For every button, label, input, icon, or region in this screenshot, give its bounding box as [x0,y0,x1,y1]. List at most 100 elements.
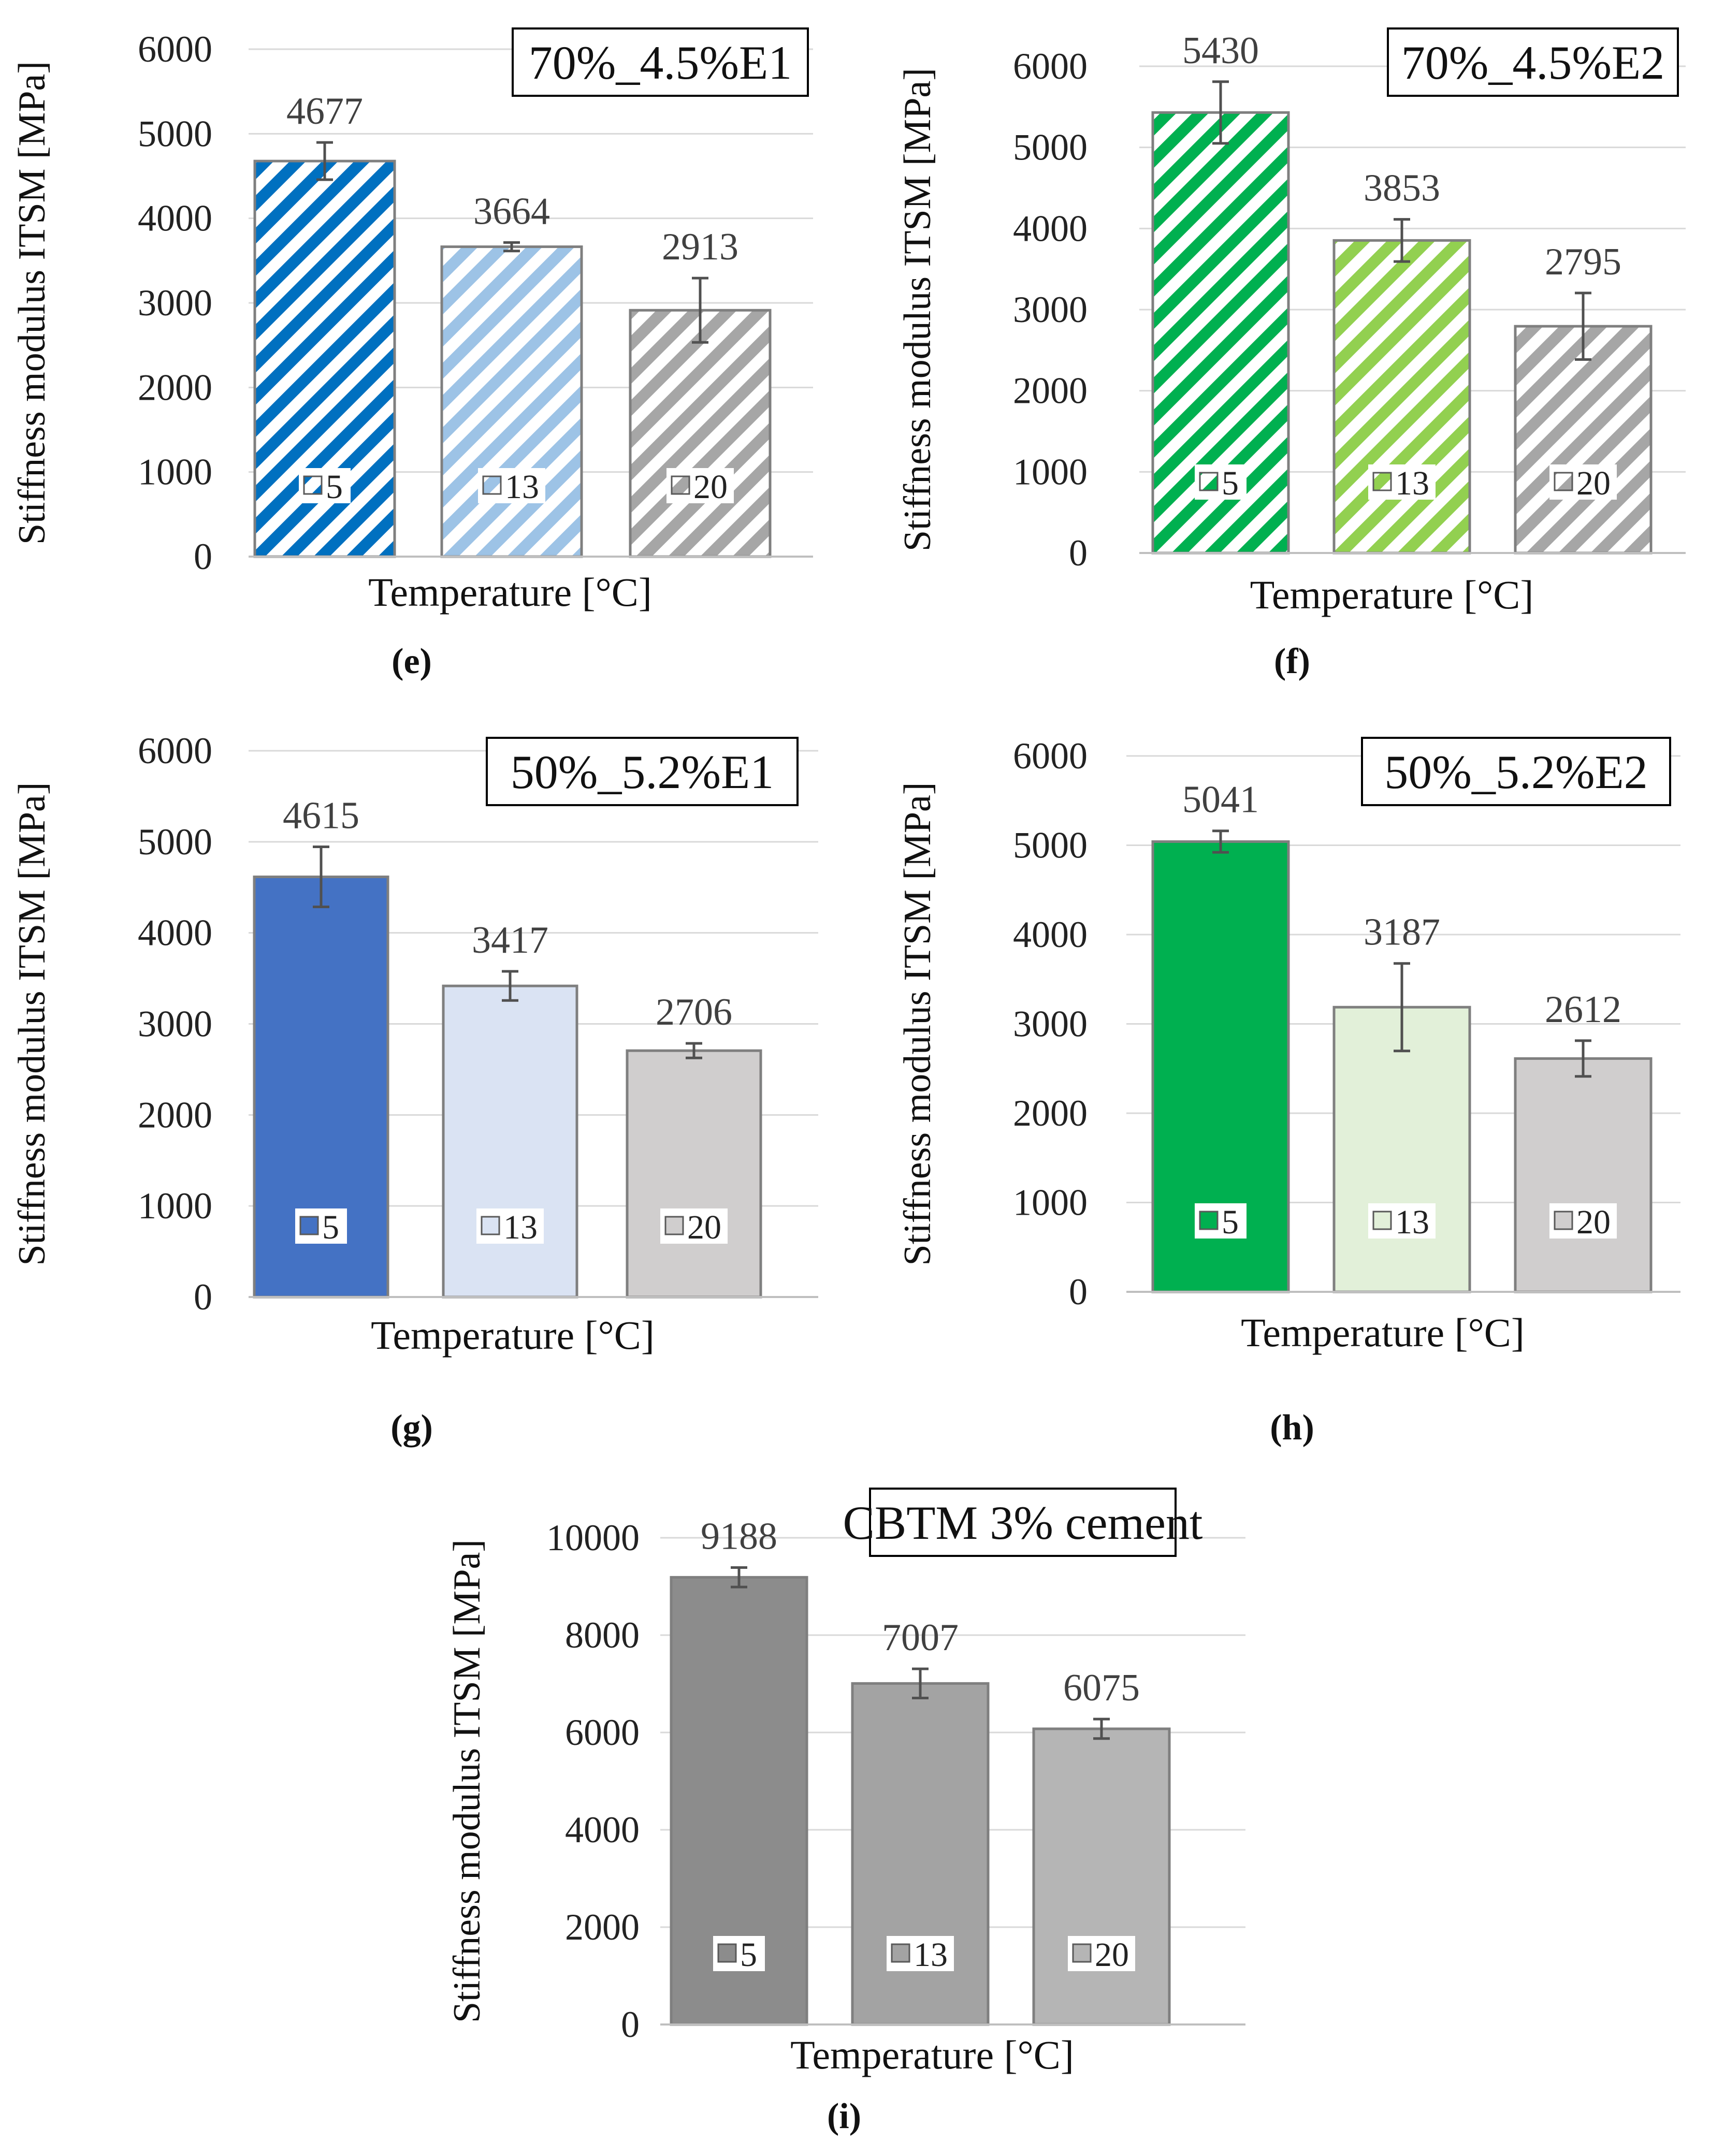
y-tick-label: 3000 [138,1003,212,1045]
legend-swatch [1199,1211,1219,1230]
data-label: 2706 [656,991,732,1033]
chart-title-box [512,27,809,97]
legend-swatch [1072,1943,1092,1963]
legend-swatch [482,475,502,495]
y-tick-label: 6000 [565,1712,640,1753]
chart-svg-e: 0 1000 2000 3000 4000 5000 6000 Stiffness modul… [11,27,813,681]
y-tick-label: 5000 [138,821,212,863]
y-tick-label: 6000 [1013,46,1088,87]
y-tick-label: 4000 [1013,208,1088,249]
y-tick-label: 2000 [565,1906,640,1948]
category-label: 20 [693,468,728,506]
data-label: 7007 [882,1616,959,1659]
category-label: 5 [1222,1203,1239,1241]
legend-swatch [717,1943,737,1963]
bar [1332,1006,1471,1293]
chart-title-box [486,737,799,806]
chart-svg-f: 0 1000 2000 3000 4000 5000 6000 Stiffness modul… [896,27,1686,681]
y-axis-title: Stiffness modulus ITSM [MPa] [446,1539,488,2023]
category-label: 13 [505,468,539,506]
x-axis-title: Temperature [°C] [790,2032,1074,2077]
panel-label: (e) [392,642,432,681]
category-label: 20 [1095,1936,1129,1974]
chart-panel-e: 0 1000 2000 3000 4000 5000 6000 Stiffness modul… [0,0,854,715]
category-label: 5 [326,468,343,506]
y-axis-title: Stiffness modulus ITSM [MPa] [896,68,939,551]
y-tick-label: 1000 [138,451,212,493]
chart-title-box [1387,27,1679,97]
bar [629,309,772,558]
y-tick-label: 4000 [1013,914,1088,955]
y-tick-label: 5000 [1013,127,1088,168]
y-tick-label: 2000 [1013,1092,1088,1134]
y-tick-label: 3000 [1013,1003,1088,1045]
x-axis-title: Temperature [°C] [1241,1310,1525,1355]
data-label: 5430 [1182,30,1259,72]
panel-label: (g) [390,1408,433,1448]
category-label: 20 [1576,464,1611,502]
y-tick-label: 0 [1069,532,1088,574]
legend-swatch [1372,1211,1392,1230]
data-label: 9188 [701,1516,777,1558]
chart-title: 50%_5.2%E2 [1384,746,1647,798]
data-label: 5041 [1182,779,1259,821]
y-tick-label: 6000 [138,28,212,70]
y-tick-label: 0 [194,536,212,577]
y-tick-label: 3000 [138,282,212,324]
data-label: 3664 [473,190,550,232]
data-label: 3187 [1364,911,1440,954]
chart-title: 70%_4.5%E2 [1401,36,1664,89]
chart-title: CBTM 3% cement [843,1496,1203,1549]
y-tick-label: 4000 [565,1809,640,1851]
y-tick-label: 2000 [138,1094,212,1135]
y-tick-label: 5000 [138,113,212,154]
chart-svg-h: 0 1000 2000 3000 4000 5000 6000 Stiffness modul… [896,735,1680,1448]
y-tick-label: 6000 [1013,735,1088,777]
panel-label: (i) [827,2096,861,2136]
y-tick-label: 10000 [546,1517,640,1558]
y-axis-title: Stiffness modulus ITSM [MPa] [11,782,53,1266]
chart-title: 50%_5.2%E1 [511,746,774,798]
category-label: 13 [1395,464,1429,502]
panel-label: (h) [1270,1408,1314,1448]
bar [442,984,578,1299]
bar [1514,325,1653,555]
legend-swatch [1554,472,1573,491]
x-axis-title: Temperature [°C] [368,570,652,615]
bar [440,245,583,558]
panel-label: (f) [1274,642,1310,681]
category-label: 13 [914,1936,948,1974]
data-label: 2913 [662,226,738,268]
bar [1332,239,1471,555]
chart-title: 70%_4.5%E1 [529,36,792,89]
data-label: 4677 [286,90,363,133]
chart-panel-g: 0 1000 2000 3000 4000 5000 6000 Stiffness modul… [0,715,854,1481]
x-axis-title: Temperature [°C] [371,1313,655,1358]
legend-swatch [1554,1211,1573,1230]
chart-title-box [869,1488,1177,1557]
legend-swatch [1372,472,1392,491]
y-tick-label: 6000 [138,730,212,771]
legend-swatch [303,475,323,495]
chart-title-box [1361,737,1671,806]
chart-svg-i: 0 2000 4000 6000 8000 10000 Stiffness modulus … [446,1488,1245,2136]
category-label: 13 [503,1208,538,1246]
data-label: 2612 [1545,988,1621,1031]
y-tick-label: 0 [194,1276,212,1318]
legend-swatch [299,1216,319,1235]
y-axis-title: Stiffness modulus ITSM [MPa] [896,782,939,1266]
y-tick-label: 0 [1069,1271,1088,1313]
category-label: 20 [1576,1203,1611,1241]
y-axis-title: Stiffness modulus ITSM [MPa] [11,61,53,545]
x-axis-title: Temperature [°C] [1250,572,1534,617]
legend-swatch [481,1216,500,1235]
legend-swatch [664,1216,684,1235]
bar [1514,1057,1653,1293]
legend-swatch [891,1943,910,1963]
y-tick-label: 8000 [565,1614,640,1656]
data-label: 3853 [1364,167,1440,210]
legend-swatch [671,475,690,495]
y-tick-label: 1000 [138,1185,212,1227]
y-tick-label: 4000 [138,912,212,954]
y-tick-label: 2000 [1013,370,1088,412]
